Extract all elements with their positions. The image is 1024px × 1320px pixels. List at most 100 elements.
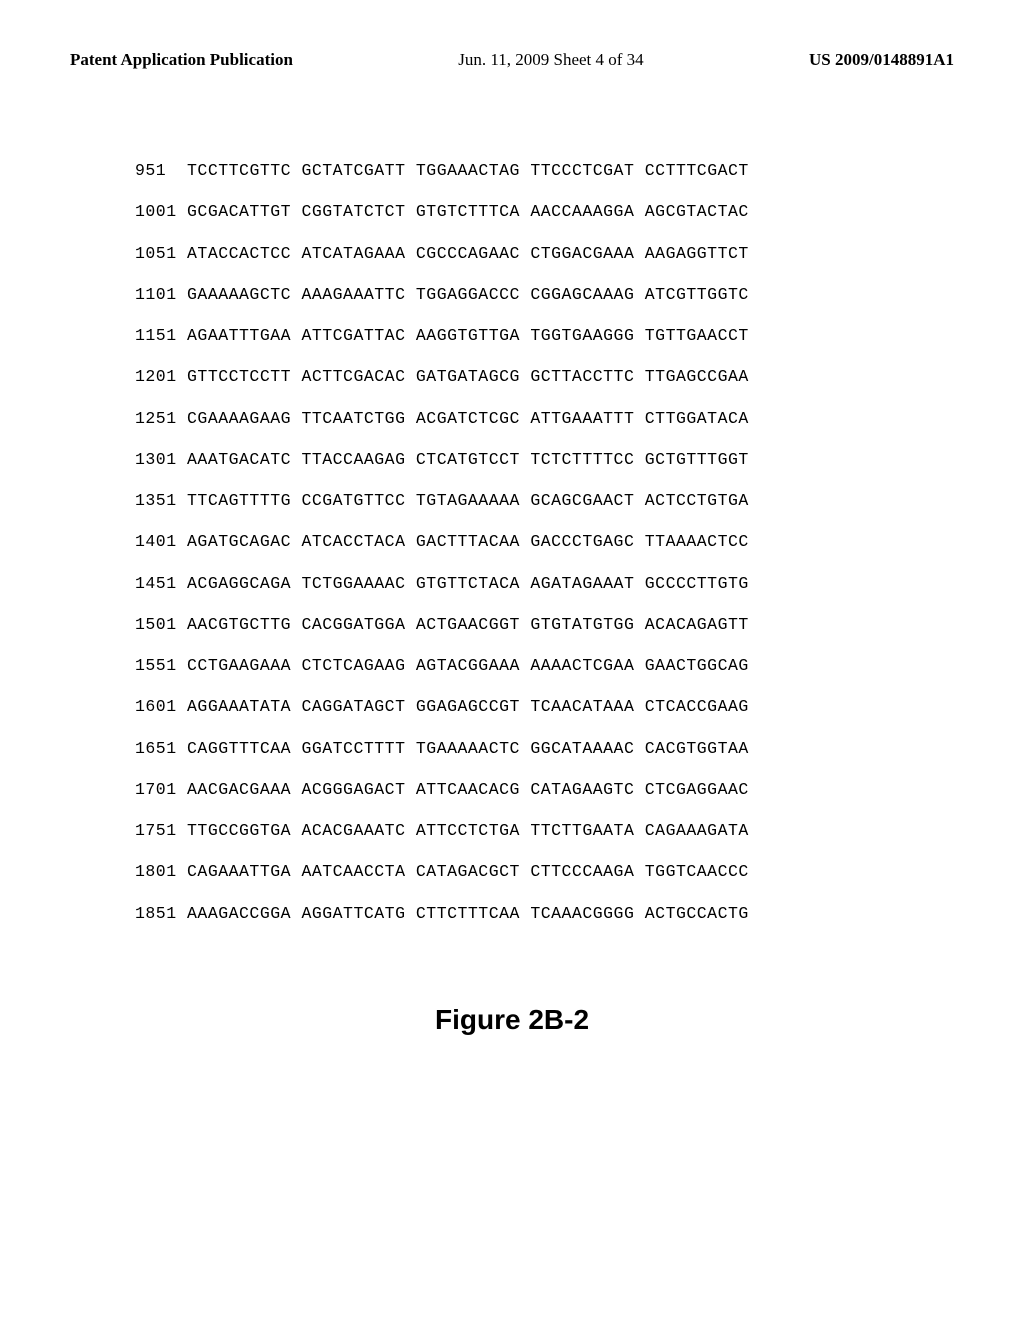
seq-pos: 1501 — [135, 615, 177, 634]
seq-segment: ACACGAAATC — [301, 821, 405, 840]
seq-segment: CTCATGTCCT — [416, 450, 520, 469]
seq-pos: 1751 — [135, 821, 177, 840]
seq-segment: GCTTACCTTC — [530, 367, 634, 386]
seq-segment: CCGATGTTCC — [301, 491, 405, 510]
seq-segment: ACGATCTCGC — [416, 409, 520, 428]
sequence-row: 1001 GCGACATTGT CGGTATCTCT GTGTCTTTCA AA… — [135, 191, 1024, 232]
seq-segment: CTCACCGAAG — [645, 697, 749, 716]
seq-segment: TGGTCAACCC — [645, 862, 749, 881]
seq-segment: AACCAAAGGA — [530, 202, 634, 221]
seq-segment: CCTTTCGACT — [645, 161, 749, 180]
seq-segment: TGGTGAAGGG — [530, 326, 634, 345]
sequence-row: 1551 CCTGAAGAAA CTCTCAGAAG AGTACGGAAA AA… — [135, 645, 1024, 686]
seq-segment: ACGGGAGACT — [301, 780, 405, 799]
seq-segment: CGCCCAGAAC — [416, 244, 520, 263]
seq-segment: TTGCCGGTGA — [187, 821, 291, 840]
sequence-row: 1501 AACGTGCTTG CACGGATGGA ACTGAACGGT GT… — [135, 604, 1024, 645]
seq-pos: 1201 — [135, 367, 177, 386]
seq-pos: 1601 — [135, 697, 177, 716]
seq-segment: ACTCCTGTGA — [645, 491, 749, 510]
seq-segment: TGAAAAACTC — [416, 739, 520, 758]
seq-pos: 1551 — [135, 656, 177, 675]
seq-segment: AGCGTACTAC — [645, 202, 749, 221]
page-header: Patent Application Publication Jun. 11, … — [0, 0, 1024, 80]
seq-segment: ATTCCTCTGA — [416, 821, 520, 840]
sequence-row: 1251 CGAAAAGAAG TTCAATCTGG ACGATCTCGC AT… — [135, 398, 1024, 439]
seq-segment: TTACCAAGAG — [301, 450, 405, 469]
seq-segment: CAGGTTTCAA — [187, 739, 291, 758]
seq-pos: 1001 — [135, 202, 177, 221]
seq-segment: AAAGACCGGA — [187, 904, 291, 923]
seq-segment: TCCTTCGTTC — [187, 161, 291, 180]
sequence-row: 1751 TTGCCGGTGA ACACGAAATC ATTCCTCTGA TT… — [135, 810, 1024, 851]
seq-segment: AGGATTCATG — [301, 904, 405, 923]
seq-segment: ACTTCGACAC — [301, 367, 405, 386]
sequence-listing: 951 TCCTTCGTTC GCTATCGATT TGGAAACTAG TTC… — [0, 80, 1024, 934]
seq-segment: ATCACCTACA — [301, 532, 405, 551]
seq-segment: ATTCGATTAC — [301, 326, 405, 345]
seq-segment: ACACAGAGTT — [645, 615, 749, 634]
seq-segment: AAGAGGTTCT — [645, 244, 749, 263]
seq-segment: CATAGACGCT — [416, 862, 520, 881]
seq-segment: ATTGAAATTT — [530, 409, 634, 428]
seq-segment: TGTAGAAAAA — [416, 491, 520, 510]
seq-pos: 1451 — [135, 574, 177, 593]
seq-segment: AGATGCAGAC — [187, 532, 291, 551]
seq-segment: CACGTGGTAA — [645, 739, 749, 758]
seq-segment: AAGGTGTTGA — [416, 326, 520, 345]
seq-pos: 1801 — [135, 862, 177, 881]
sequence-row: 1101 GAAAAAGCTC AAAGAAATTC TGGAGGACCC CG… — [135, 274, 1024, 315]
seq-segment: TTCAATCTGG — [301, 409, 405, 428]
seq-segment: ATTCAACACG — [416, 780, 520, 799]
seq-segment: TCTGGAAAAC — [301, 574, 405, 593]
seq-segment: CAGAAATTGA — [187, 862, 291, 881]
sequence-row: 951 TCCTTCGTTC GCTATCGATT TGGAAACTAG TTC… — [135, 150, 1024, 191]
seq-pos: 1301 — [135, 450, 177, 469]
seq-segment: GCCCCTTGTG — [645, 574, 749, 593]
sequence-row: 1051 ATACCACTCC ATCATAGAAA CGCCCAGAAC CT… — [135, 233, 1024, 274]
seq-segment: CGGTATCTCT — [301, 202, 405, 221]
sequence-row: 1301 AAATGACATC TTACCAAGAG CTCATGTCCT TC… — [135, 439, 1024, 480]
seq-segment: TCTCTTTTCC — [530, 450, 634, 469]
seq-pos: 1701 — [135, 780, 177, 799]
seq-segment: TTCCCTCGAT — [530, 161, 634, 180]
seq-pos: 1251 — [135, 409, 177, 428]
seq-segment: ATCGTTGGTC — [645, 285, 749, 304]
sequence-row: 1801 CAGAAATTGA AATCAACCTA CATAGACGCT CT… — [135, 851, 1024, 892]
sequence-row: 1851 AAAGACCGGA AGGATTCATG CTTCTTTCAA TC… — [135, 893, 1024, 934]
seq-segment: GAAAAAGCTC — [187, 285, 291, 304]
seq-segment: TTCAGTTTTG — [187, 491, 291, 510]
seq-segment: GACCCTGAGC — [530, 532, 634, 551]
seq-segment: CTCTCAGAAG — [301, 656, 405, 675]
seq-segment: AACGACGAAA — [187, 780, 291, 799]
sequence-row: 1351 TTCAGTTTTG CCGATGTTCC TGTAGAAAAA GC… — [135, 480, 1024, 521]
seq-pos: 1351 — [135, 491, 177, 510]
seq-segment: GCTGTTTGGT — [645, 450, 749, 469]
seq-pos: 1651 — [135, 739, 177, 758]
seq-segment: GTGTATGTGG — [530, 615, 634, 634]
seq-segment: GCGACATTGT — [187, 202, 291, 221]
sequence-row: 1701 AACGACGAAA ACGGGAGACT ATTCAACACG CA… — [135, 769, 1024, 810]
seq-pos: 1851 — [135, 904, 177, 923]
header-publication-number: US 2009/0148891A1 — [809, 50, 954, 70]
seq-segment: TCAAACGGGG — [530, 904, 634, 923]
sequence-row: 1601 AGGAAATATA CAGGATAGCT GGAGAGCCGT TC… — [135, 686, 1024, 727]
seq-segment: AAATGACATC — [187, 450, 291, 469]
seq-segment: GTGTTCTACA — [416, 574, 520, 593]
seq-pos: 1151 — [135, 326, 177, 345]
seq-segment: CGGAGCAAAG — [530, 285, 634, 304]
seq-pos: 1401 — [135, 532, 177, 551]
seq-pos: 1051 — [135, 244, 177, 263]
seq-segment: CGAAAAGAAG — [187, 409, 291, 428]
seq-segment: GCAGCGAACT — [530, 491, 634, 510]
seq-segment: CAGGATAGCT — [301, 697, 405, 716]
sequence-row: 1151 AGAATTTGAA ATTCGATTAC AAGGTGTTGA TG… — [135, 315, 1024, 356]
seq-segment: TCAACATAAA — [530, 697, 634, 716]
seq-segment: GGCATAAAAC — [530, 739, 634, 758]
header-date-sheet: Jun. 11, 2009 Sheet 4 of 34 — [458, 50, 643, 70]
seq-pos: 1101 — [135, 285, 177, 304]
seq-segment: TGGAAACTAG — [416, 161, 520, 180]
seq-segment: CCTGAAGAAA — [187, 656, 291, 675]
seq-segment: GATGATAGCG — [416, 367, 520, 386]
seq-segment: GTGTCTTTCA — [416, 202, 520, 221]
